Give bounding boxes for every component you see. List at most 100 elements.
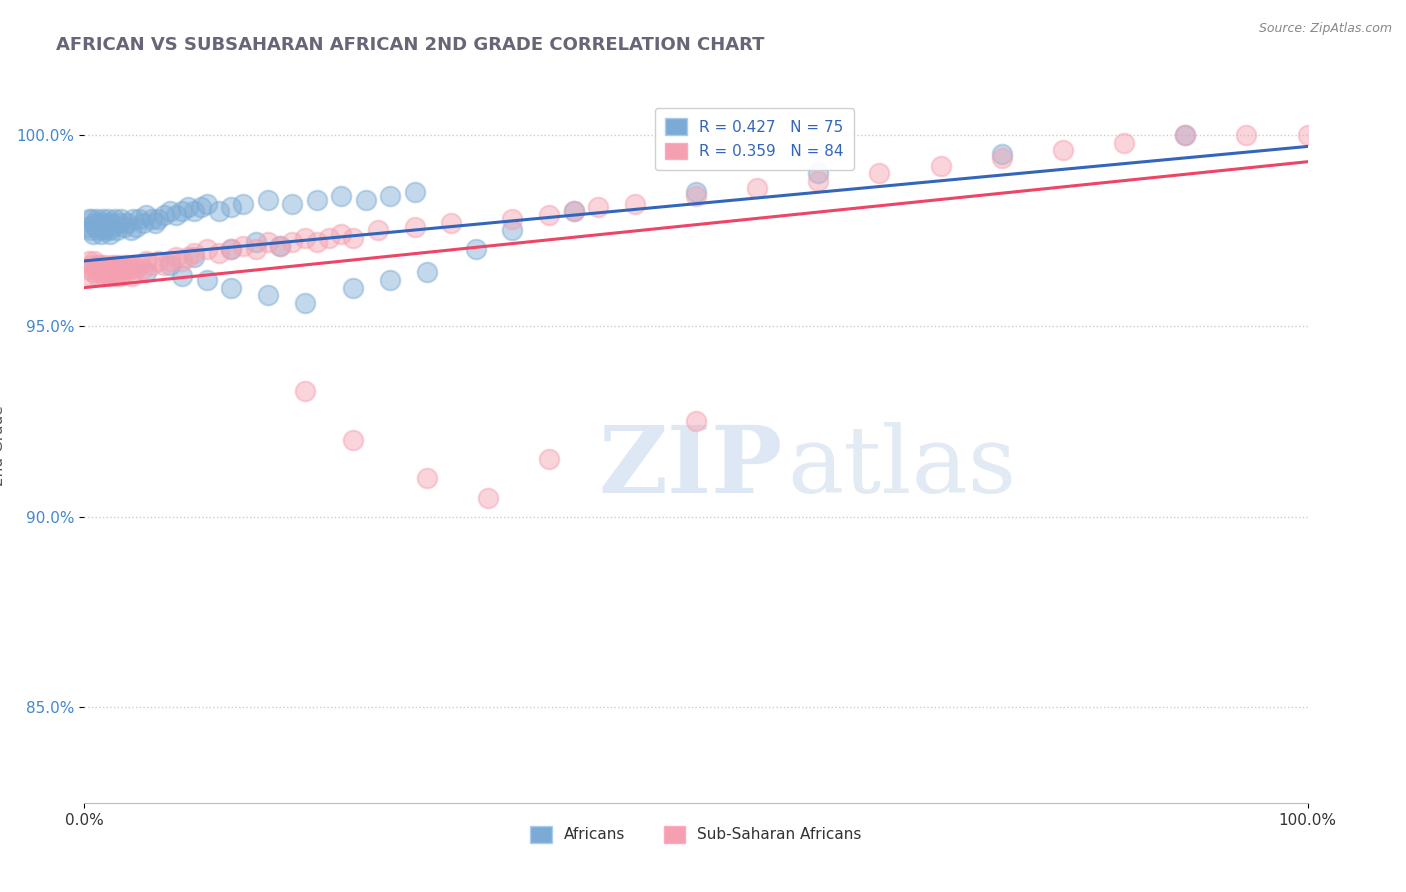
Point <box>342 434 364 448</box>
Point <box>165 250 187 264</box>
Point <box>1296 128 1319 142</box>
Point <box>172 269 194 284</box>
Point <box>90 227 112 242</box>
Point <box>125 261 148 276</box>
Point <box>77 261 100 276</box>
Point <box>562 204 585 219</box>
Point <box>135 254 157 268</box>
Point <box>94 258 117 272</box>
Point <box>153 258 176 272</box>
Point <box>105 223 128 237</box>
Point <box>100 265 122 279</box>
Point <box>104 211 127 226</box>
Point <box>90 258 112 272</box>
Point <box>125 219 148 234</box>
Point <box>89 219 111 234</box>
Point <box>747 181 769 195</box>
Point <box>77 219 100 234</box>
Point <box>86 269 108 284</box>
Point <box>685 189 707 203</box>
Point <box>79 269 101 284</box>
Point <box>219 280 242 294</box>
Point <box>502 211 524 226</box>
Point <box>991 151 1014 165</box>
Point <box>96 219 118 234</box>
Point <box>146 254 169 268</box>
Point <box>122 211 145 226</box>
Point <box>354 193 377 207</box>
Point <box>97 223 120 237</box>
Point <box>195 243 218 257</box>
Legend: Africans, Sub-Saharan Africans: Africans, Sub-Saharan Africans <box>524 820 868 848</box>
Point <box>257 288 280 302</box>
Point <box>83 254 105 268</box>
Point <box>219 201 242 215</box>
Point <box>132 216 155 230</box>
Text: Source: ZipAtlas.com: Source: ZipAtlas.com <box>1258 22 1392 36</box>
Point <box>380 189 402 203</box>
Point <box>159 204 181 219</box>
Point <box>183 246 205 260</box>
Point <box>135 208 157 222</box>
Point <box>404 186 426 200</box>
Point <box>269 238 291 252</box>
Point <box>87 261 110 276</box>
Point <box>153 208 176 222</box>
Point <box>80 211 103 226</box>
Point <box>112 219 135 234</box>
Point <box>1174 128 1197 142</box>
Point <box>807 174 830 188</box>
Point <box>98 227 121 242</box>
Point <box>318 231 340 245</box>
Point <box>294 231 316 245</box>
Point <box>120 223 142 237</box>
Point <box>97 269 120 284</box>
Point <box>80 258 103 272</box>
Point <box>87 223 110 237</box>
Point <box>94 216 117 230</box>
Point <box>464 243 486 257</box>
Point <box>91 211 114 226</box>
Point <box>624 196 647 211</box>
Point <box>1052 143 1074 157</box>
Point <box>101 219 124 234</box>
Point <box>219 243 242 257</box>
Point <box>502 223 524 237</box>
Point <box>305 193 328 207</box>
Point <box>103 261 125 276</box>
Point <box>159 254 181 268</box>
Point <box>82 227 104 242</box>
Point <box>77 254 100 268</box>
Point <box>135 265 157 279</box>
Point <box>105 258 128 272</box>
Point <box>380 273 402 287</box>
Point <box>82 265 104 279</box>
Point <box>330 227 353 242</box>
Point <box>86 211 108 226</box>
Point <box>141 211 163 226</box>
Point <box>172 204 194 219</box>
Point <box>342 280 364 294</box>
Point <box>165 208 187 222</box>
Point <box>183 250 205 264</box>
Point <box>269 238 291 252</box>
Point <box>143 216 166 230</box>
Point <box>93 223 115 237</box>
Point <box>195 196 218 211</box>
Point <box>1236 128 1258 142</box>
Point <box>87 216 110 230</box>
Point <box>330 189 353 203</box>
Point <box>87 258 110 272</box>
Point <box>294 296 316 310</box>
Point <box>807 166 830 180</box>
Point <box>146 211 169 226</box>
Point <box>141 258 163 272</box>
Point <box>97 261 120 276</box>
Point <box>177 250 200 264</box>
Point <box>110 258 132 272</box>
Point <box>869 166 891 180</box>
Point <box>929 159 952 173</box>
Point <box>991 147 1014 161</box>
Point <box>101 258 124 272</box>
Point <box>84 261 107 276</box>
